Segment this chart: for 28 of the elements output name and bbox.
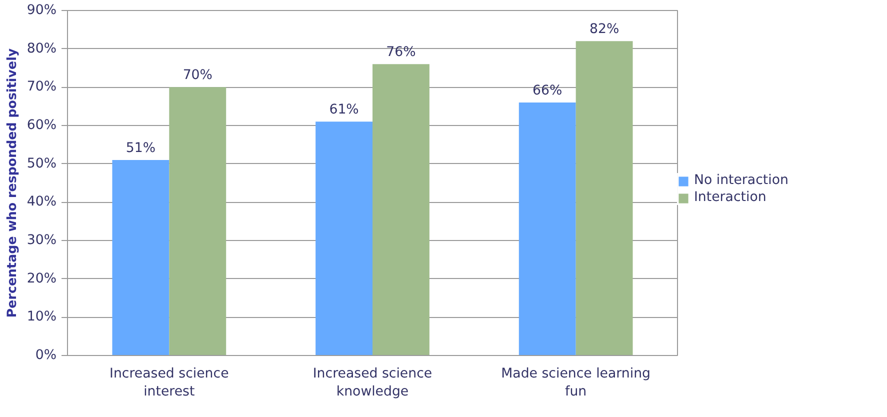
data-label: 76% <box>386 45 416 60</box>
y-axis-title: Percentage who responded positively <box>4 48 19 318</box>
y-tick-label: 10% <box>26 310 56 325</box>
y-tick-label: 90% <box>26 3 56 18</box>
data-label: 70% <box>182 68 212 84</box>
x-tick-label: Increased science knowledge <box>312 366 432 400</box>
y-tick-label: 50% <box>26 156 56 172</box>
x-tick-label: Increased science interest <box>110 366 229 400</box>
data-label: 61% <box>329 102 359 118</box>
legend-label: Interaction <box>694 190 766 205</box>
y-tick-label: 30% <box>26 233 56 248</box>
legend-label: No interaction <box>694 173 788 188</box>
data-label: 51% <box>126 141 156 156</box>
bar <box>576 41 633 356</box>
y-tick-label: 0% <box>35 348 57 363</box>
y-tick-label: 70% <box>26 80 56 95</box>
bar <box>518 102 576 356</box>
y-tick-label: 60% <box>26 118 56 133</box>
bar <box>372 64 430 356</box>
bar <box>112 160 170 356</box>
y-tick-label: 20% <box>26 271 56 286</box>
y-tick-label: 80% <box>26 41 56 56</box>
x-tick-label: Made science learning fun <box>501 366 650 400</box>
bar <box>169 87 226 356</box>
data-label: 82% <box>589 22 620 38</box>
bar <box>316 122 372 356</box>
data-label: 66% <box>532 84 562 98</box>
y-tick-label: 40% <box>26 194 56 210</box>
